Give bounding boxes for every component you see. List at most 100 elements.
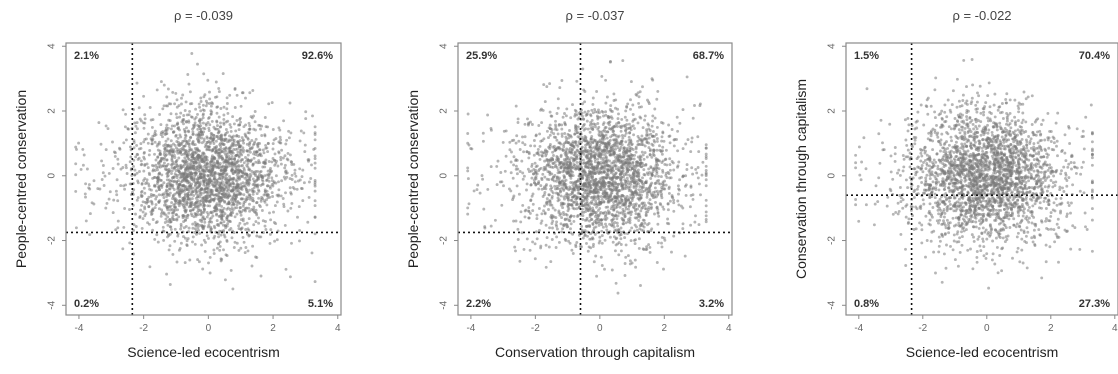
data-point — [235, 203, 239, 207]
data-point — [235, 193, 239, 197]
data-point — [206, 181, 209, 185]
data-point — [571, 206, 575, 210]
data-point — [122, 141, 126, 145]
data-point — [239, 187, 243, 191]
data-point — [533, 144, 537, 148]
data-point — [175, 116, 179, 120]
data-point — [648, 149, 652, 153]
data-point — [543, 175, 547, 179]
data-point — [241, 208, 245, 212]
data-point — [298, 178, 302, 182]
data-point — [133, 168, 137, 172]
data-point — [704, 178, 708, 182]
x-axis-label: Science-led ecocentrism — [127, 344, 280, 360]
data-point — [219, 121, 222, 125]
data-point — [548, 82, 552, 86]
data-point — [666, 208, 670, 212]
data-point — [616, 203, 620, 207]
data-point — [604, 218, 608, 222]
data-point — [244, 123, 248, 127]
data-point — [260, 209, 264, 212]
data-point — [568, 146, 572, 150]
data-point — [629, 107, 632, 111]
data-point — [165, 185, 169, 189]
data-point — [161, 135, 164, 139]
data-point — [222, 172, 225, 176]
data-point — [628, 210, 632, 214]
data-point — [566, 197, 570, 201]
data-point — [248, 202, 251, 206]
data-point — [114, 228, 118, 232]
data-point — [661, 159, 665, 163]
data-point — [545, 129, 549, 133]
data-point — [531, 240, 535, 244]
data-point — [632, 133, 636, 137]
data-point — [640, 228, 644, 232]
data-point — [212, 157, 216, 161]
data-point — [596, 117, 600, 121]
data-point — [647, 146, 651, 150]
data-point — [562, 174, 566, 178]
data-point — [242, 240, 246, 244]
data-point — [253, 110, 257, 113]
data-point — [205, 186, 209, 190]
data-point — [207, 199, 210, 203]
data-point — [499, 171, 503, 174]
data-point — [617, 228, 621, 232]
data-point — [254, 220, 258, 224]
data-point — [179, 172, 183, 176]
data-point — [258, 153, 262, 157]
data-point — [112, 198, 116, 202]
data-point — [148, 149, 152, 152]
data-point — [231, 142, 235, 146]
data-point — [672, 168, 676, 172]
data-point — [224, 183, 227, 187]
data-point — [652, 138, 656, 142]
data-point — [228, 123, 232, 127]
data-point — [561, 227, 565, 231]
data-point — [588, 213, 592, 217]
data-point — [187, 82, 191, 86]
data-point — [191, 222, 195, 226]
data-point — [202, 201, 206, 204]
data-point — [272, 158, 276, 162]
data-point — [162, 161, 166, 165]
data-point — [597, 223, 601, 227]
data-point — [489, 128, 493, 132]
data-point — [185, 140, 189, 144]
data-point — [610, 268, 614, 272]
data-point — [695, 171, 699, 175]
data-point — [280, 148, 284, 152]
data-point — [231, 138, 235, 142]
data-point — [206, 121, 210, 124]
data-point — [240, 136, 244, 140]
data-point — [529, 183, 533, 187]
data-point — [247, 121, 251, 125]
data-point — [158, 199, 162, 203]
data-point — [225, 254, 229, 258]
data-point — [608, 60, 612, 64]
data-point — [208, 142, 212, 146]
data-point — [171, 183, 175, 187]
data-point — [252, 230, 256, 234]
data-point — [636, 207, 639, 211]
data-point — [581, 187, 585, 191]
data-point — [476, 183, 480, 187]
data-point — [548, 226, 552, 230]
data-point — [617, 166, 621, 170]
data-point — [619, 233, 623, 237]
data-point — [139, 208, 143, 212]
data-point — [691, 116, 695, 120]
data-point — [215, 223, 219, 227]
data-point — [645, 141, 649, 145]
data-point — [265, 179, 269, 182]
x-tick-label: 0 — [206, 323, 212, 334]
data-point — [189, 209, 192, 213]
data-point — [287, 136, 291, 140]
data-point — [688, 205, 692, 209]
data-point — [620, 139, 624, 143]
data-point — [257, 235, 261, 239]
data-point — [211, 166, 215, 170]
data-point — [141, 210, 145, 214]
data-point — [603, 267, 606, 271]
